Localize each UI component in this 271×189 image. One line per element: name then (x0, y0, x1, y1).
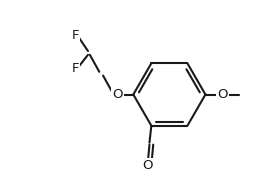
Text: F: F (72, 62, 79, 74)
Text: O: O (112, 88, 122, 101)
Text: O: O (142, 159, 153, 172)
Text: F: F (72, 29, 79, 42)
Text: O: O (217, 88, 228, 101)
